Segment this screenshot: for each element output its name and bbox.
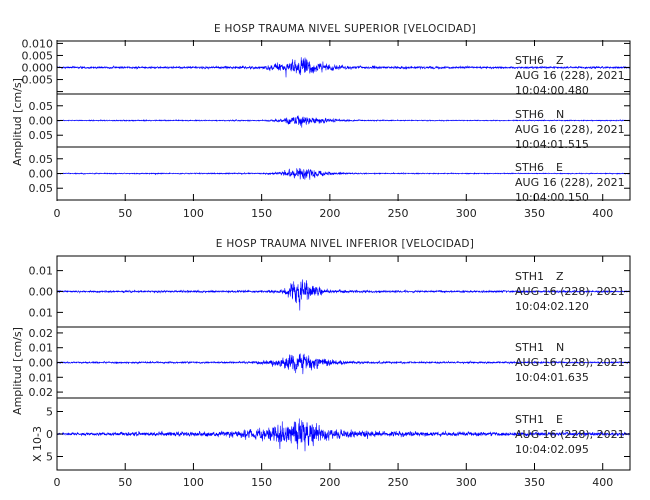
- y-tick-label: 0.01: [29, 342, 54, 355]
- upper-panel-2-station-label: STH6 N: [515, 108, 564, 121]
- y-tick-label: 0.05: [29, 153, 54, 166]
- lower-panel-2-y-ticks: 0.020.010.000.010.02: [29, 327, 630, 399]
- lower-y-axis-exponent-label: X 10-3: [31, 426, 44, 462]
- lower-panel-1-time-label: 10:04:02.120: [515, 300, 589, 313]
- upper-panel-3-y-ticks: 0.050.000.05: [29, 153, 630, 195]
- y-tick-label: 0.010: [22, 37, 54, 50]
- lower-panel-1-waveform-STH1-Z: [57, 279, 630, 311]
- x-tick-label: 0: [54, 207, 61, 220]
- lower-panel-3-date-label: AUG 16 (228), 2021: [515, 428, 625, 441]
- x-tick-label: 350: [524, 207, 545, 220]
- y-tick-label: 0.05: [29, 100, 54, 113]
- lower-chart-title: E HOSP TRAUMA NIVEL INFERIOR [VELOCIDAD]: [216, 238, 474, 250]
- x-tick-label: 200: [319, 476, 340, 489]
- upper-chart-title: E HOSP TRAUMA NIVEL SUPERIOR [VELOCIDAD]: [214, 23, 476, 35]
- upper-chart: E HOSP TRAUMA NIVEL SUPERIOR [VELOCIDAD]…: [11, 23, 631, 220]
- upper-panel-1-station-label: STH6 Z: [515, 54, 564, 67]
- x-tick-label: 150: [251, 476, 272, 489]
- lower-panel-3: 5 0 5 STH1 E AUG 16 (228), 2021 10:04:02.09…: [46, 397, 631, 471]
- x-tick-label: 350: [524, 476, 545, 489]
- y-tick-label: 0.05: [29, 182, 54, 195]
- x-tick-label: 50: [118, 207, 132, 220]
- y-tick-label: 0.00: [29, 115, 54, 128]
- lower-x-axis-ticks: 0 50 100 150 200 250 300 350 400: [54, 256, 613, 489]
- x-tick-label: 300: [456, 207, 477, 220]
- x-tick-label: 400: [592, 207, 613, 220]
- lower-panel-3-time-label: 10:04:02.095: [515, 443, 589, 456]
- upper-panel-3-station-label: STH6 E: [515, 161, 563, 174]
- lower-panel-2-date-label: AUG 16 (228), 2021: [515, 356, 625, 369]
- upper-panel-2-date-label: AUG 16 (228), 2021: [515, 123, 625, 136]
- lower-panel-2-time-label: 10:04:01.635: [515, 371, 589, 384]
- y-tick-label: 5: [46, 406, 53, 419]
- upper-panel-1-date-label: AUG 16 (228), 2021: [515, 69, 625, 82]
- upper-panel-1-time-label: 10:04:00.480: [515, 84, 589, 97]
- y-tick-label: 0.01: [29, 265, 54, 278]
- y-tick-label: 0.00: [29, 168, 54, 181]
- y-tick-label: 0.00: [29, 286, 54, 299]
- y-tick-label: 0.01: [29, 371, 54, 384]
- x-tick-label: 400: [592, 476, 613, 489]
- x-tick-label: 50: [118, 476, 132, 489]
- upper-panel-2-waveform-STH6-N: [57, 115, 630, 128]
- upper-panel-3-waveform-STH6-E: [57, 168, 630, 180]
- x-tick-label: 300: [456, 476, 477, 489]
- x-tick-label: 100: [183, 476, 204, 489]
- upper-panel-2: 0.050.000.05 STH6 N AUG 16 (228), 2021 10…: [29, 93, 631, 151]
- upper-panel-2-time-label: 10:04:01.515: [515, 138, 589, 151]
- y-tick-label: 0.02: [29, 386, 54, 399]
- lower-panel-2: 0.020.010.000.010.02 STH1 N AUG 16 (228),…: [29, 326, 631, 399]
- upper-panel-3-date-label: AUG 16 (228), 2021: [515, 176, 625, 189]
- y-tick-label: 0.05: [29, 129, 54, 142]
- upper-panel-2-y-ticks: 0.050.000.05: [29, 100, 630, 142]
- y-tick-label: 0.01: [29, 306, 54, 319]
- lower-panel-2-waveform-STH1-N: [57, 353, 630, 375]
- y-tick-label: 0: [46, 428, 53, 441]
- y-tick-label: 0.00: [29, 357, 54, 370]
- upper-x-axis-ticks: 0 50 100 150 200 250 300 350 400: [54, 40, 613, 220]
- upper-panel-3-time-label: 10:04:00.150: [515, 191, 589, 204]
- lower-panel-1-date-label: AUG 16 (228), 2021: [515, 285, 625, 298]
- y-tick-label: 0.005: [22, 49, 54, 62]
- y-tick-label: 0.000: [22, 62, 54, 75]
- x-tick-label: 200: [319, 207, 340, 220]
- lower-chart: E HOSP TRAUMA NIVEL INFERIOR [VELOCIDAD]…: [11, 238, 631, 489]
- x-tick-label: 150: [251, 207, 272, 220]
- lower-panel-3-waveform-STH1-E: [57, 418, 630, 452]
- upper-panel-3: 0.050.000.05 STH6 E AUG 16 (228), 2021 10…: [29, 146, 631, 204]
- upper-panel-1-waveform-STH6-Z: [57, 57, 630, 78]
- lower-panel-1-y-ticks: 0.01 0.00 0.01: [29, 265, 630, 319]
- upper-y-axis-label: Amplitud [cm/s]: [11, 78, 24, 166]
- lower-panel-3-station-label: STH1 E: [515, 413, 563, 426]
- y-tick-label: 5: [46, 451, 53, 464]
- x-tick-label: 0: [54, 476, 61, 489]
- y-tick-label: 0.005: [22, 74, 54, 87]
- lower-panel-3-y-ticks: 5 0 5: [46, 406, 630, 464]
- lower-panel-1-station-label: STH1 Z: [515, 270, 564, 283]
- y-tick-label: 0.02: [29, 327, 54, 340]
- x-tick-label: 100: [183, 207, 204, 220]
- x-tick-label: 250: [388, 207, 409, 220]
- lower-panel-2-station-label: STH1 N: [515, 341, 564, 354]
- x-tick-label: 250: [388, 476, 409, 489]
- lower-panel-1: 0.01 0.00 0.01 STH1 Z AUG 16 (228), 2021 10…: [29, 255, 631, 328]
- lower-y-axis-label: Amplitud [cm/s]: [11, 327, 24, 415]
